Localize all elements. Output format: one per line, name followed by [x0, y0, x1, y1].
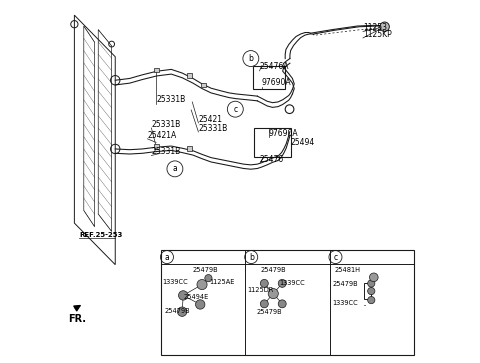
Text: 25494: 25494: [290, 138, 315, 147]
Circle shape: [195, 300, 205, 309]
Text: 25479B: 25479B: [332, 281, 358, 287]
Text: 25331B: 25331B: [157, 95, 186, 104]
Text: 25479B: 25479B: [193, 267, 218, 273]
Text: 25331B: 25331B: [151, 120, 180, 129]
Text: 1339CC: 1339CC: [332, 299, 358, 306]
Text: a: a: [172, 164, 177, 174]
Text: b: b: [249, 54, 253, 63]
Circle shape: [368, 297, 375, 304]
Text: 1125KP: 1125KP: [363, 30, 392, 39]
Circle shape: [197, 280, 207, 290]
Circle shape: [260, 300, 268, 308]
Text: 25479B: 25479B: [164, 308, 190, 314]
Bar: [154, 68, 158, 72]
Text: 97690A: 97690A: [269, 129, 299, 138]
Text: 97690A: 97690A: [262, 78, 291, 87]
Bar: [252, 66, 285, 89]
Text: REF.25-253: REF.25-253: [79, 232, 122, 237]
Bar: [187, 146, 192, 151]
Circle shape: [178, 307, 187, 317]
Text: 25481H: 25481H: [335, 267, 361, 273]
Circle shape: [278, 280, 286, 287]
Text: 25421: 25421: [198, 115, 222, 124]
Circle shape: [260, 280, 268, 287]
Circle shape: [380, 22, 389, 32]
Circle shape: [278, 300, 286, 308]
Text: 1125AE: 1125AE: [209, 279, 235, 285]
Text: c: c: [334, 253, 337, 262]
Circle shape: [368, 287, 375, 295]
Text: c: c: [233, 105, 238, 114]
Bar: [364, 283, 371, 299]
Text: 25331B: 25331B: [198, 124, 228, 133]
Text: a: a: [165, 253, 169, 262]
Text: 25421A: 25421A: [148, 131, 177, 140]
Bar: [161, 250, 414, 355]
Circle shape: [268, 289, 278, 299]
Bar: [187, 73, 192, 78]
Bar: [254, 128, 290, 157]
Text: FR.: FR.: [69, 314, 86, 324]
Text: 1339CC: 1339CC: [163, 278, 188, 285]
Circle shape: [179, 291, 188, 300]
Text: 25331B: 25331B: [151, 147, 180, 156]
Circle shape: [370, 273, 378, 282]
Bar: [154, 144, 158, 148]
Text: 25476A: 25476A: [260, 62, 289, 71]
Circle shape: [368, 280, 375, 287]
Text: 25494E: 25494E: [184, 294, 209, 300]
Text: 1339CC: 1339CC: [280, 280, 306, 286]
Text: 11253: 11253: [363, 23, 387, 32]
Text: 1125DR: 1125DR: [247, 287, 274, 293]
Bar: [201, 83, 206, 87]
Text: 25479B: 25479B: [260, 267, 286, 273]
Text: 25476: 25476: [260, 155, 284, 164]
Circle shape: [205, 274, 212, 282]
Text: b: b: [249, 253, 253, 262]
Text: 25479B: 25479B: [257, 309, 283, 315]
